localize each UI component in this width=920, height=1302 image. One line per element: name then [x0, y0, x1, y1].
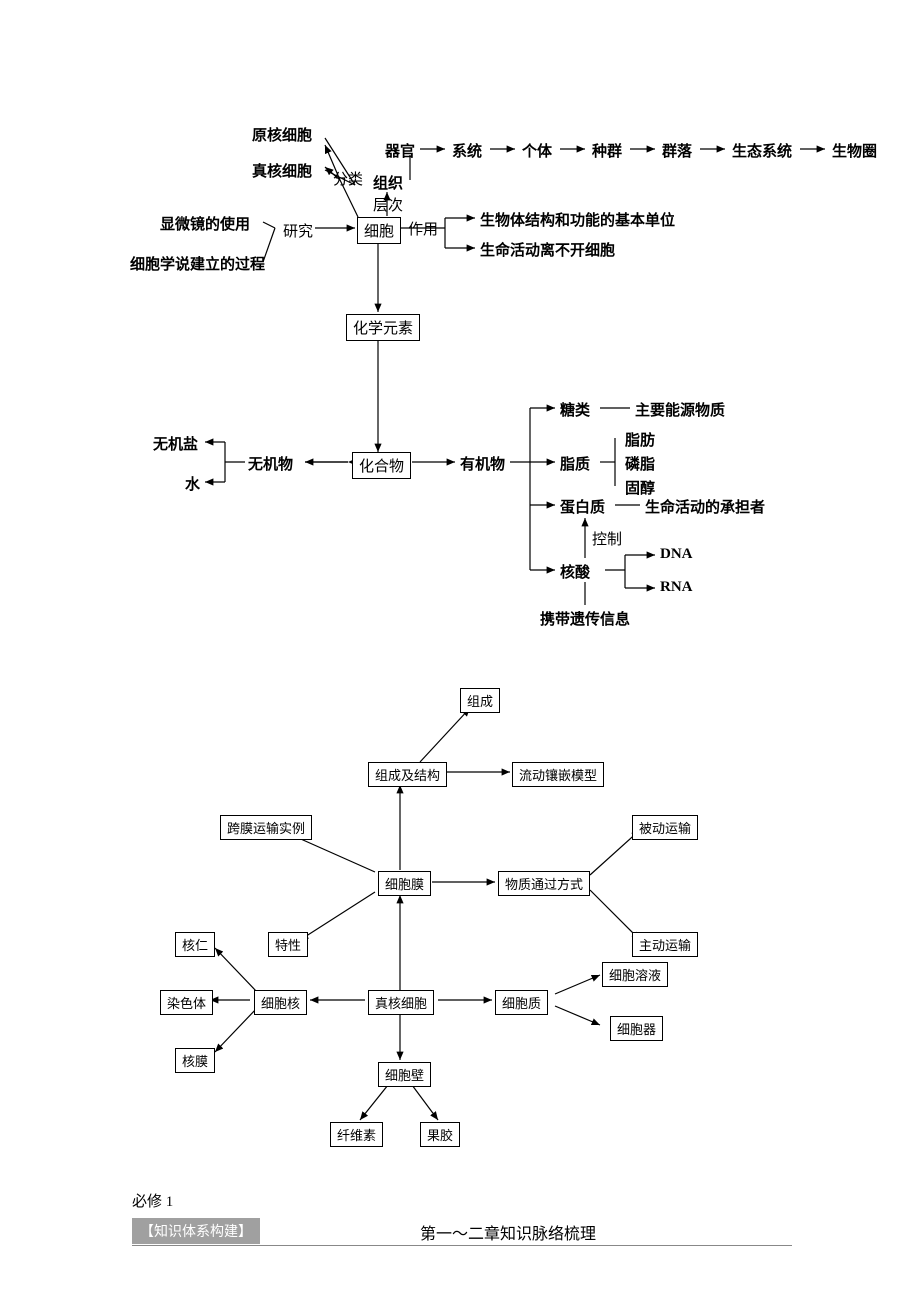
- node-sugar: 糖类: [560, 399, 590, 420]
- label-hierarchy: 层次: [373, 194, 403, 215]
- node-transmembrane: 跨膜运输实例: [220, 815, 312, 840]
- node-passive: 被动运输: [632, 815, 698, 840]
- node-eukaryotic-cell: 真核细胞: [368, 990, 434, 1015]
- node-life-bearer: 生命活动的承担者: [645, 496, 765, 517]
- node-fluid-mosaic: 流动镶嵌模型: [512, 762, 604, 787]
- connector-svg: [0, 0, 920, 1302]
- node-nucleic-acid: 核酸: [560, 561, 590, 582]
- node-population: 种群: [592, 140, 622, 161]
- node-individual: 个体: [522, 140, 552, 161]
- node-nucleus: 细胞核: [254, 990, 307, 1015]
- node-rna: RNA: [660, 579, 693, 596]
- node-cell-wall: 细胞壁: [378, 1062, 431, 1087]
- node-sterol: 固醇: [625, 477, 655, 498]
- node-prokaryotic: 原核细胞: [252, 124, 312, 145]
- label-function: 作用: [408, 218, 438, 239]
- node-nuclear-membrane: 核膜: [175, 1048, 215, 1073]
- node-ecosystem: 生态系统: [732, 140, 792, 161]
- node-eukaryotic: 真核细胞: [252, 160, 312, 181]
- node-water: 水: [185, 473, 200, 494]
- footer-badge: 【知识体系构建】: [132, 1218, 260, 1244]
- node-composition: 组成: [460, 688, 500, 713]
- node-protein: 蛋白质: [560, 496, 605, 517]
- node-phospholipid: 磷脂: [625, 453, 655, 474]
- node-chromosome: 染色体: [160, 990, 213, 1015]
- node-cytoplasm: 细胞质: [495, 990, 548, 1015]
- node-cytosol: 细胞溶液: [602, 962, 668, 987]
- label-control: 控制: [592, 528, 622, 549]
- node-comp-structure: 组成及结构: [368, 762, 447, 787]
- node-active: 主动运输: [632, 932, 698, 957]
- node-cell-theory: 细胞学说建立的过程: [130, 253, 265, 274]
- node-genetic-info: 携带遗传信息: [540, 608, 630, 629]
- node-organ: 器官: [385, 140, 415, 161]
- node-pectin: 果胶: [420, 1122, 460, 1147]
- node-inorganic: 无机物: [248, 453, 293, 474]
- node-energy-source: 主要能源物质: [635, 399, 725, 420]
- node-system: 系统: [452, 140, 482, 161]
- node-cell: 细胞: [357, 217, 401, 244]
- node-property: 特性: [268, 932, 308, 957]
- node-basic-unit: 生物体结构和功能的基本单位: [480, 209, 675, 230]
- node-inorganic-salt: 无机盐: [153, 433, 198, 454]
- node-microscope: 显微镜的使用: [160, 213, 250, 234]
- footer-module: 必修 1: [132, 1190, 173, 1211]
- node-chemical-element: 化学元素: [346, 314, 420, 341]
- node-compound: 化合物: [352, 452, 411, 479]
- node-cell-membrane: 细胞膜: [378, 871, 431, 896]
- node-nucleolus: 核仁: [175, 932, 215, 957]
- footer-divider: [132, 1245, 792, 1246]
- node-life-activity: 生命活动离不开细胞: [480, 239, 615, 260]
- node-dna: DNA: [660, 546, 693, 563]
- node-lipid: 脂质: [560, 453, 590, 474]
- footer-title: 第一～二章知识脉络梳理: [420, 1220, 596, 1244]
- node-cellulose: 纤维素: [330, 1122, 383, 1147]
- node-tissue: 组织: [373, 172, 403, 193]
- node-community: 群落: [662, 140, 692, 161]
- node-fat: 脂肪: [625, 429, 655, 450]
- label-research: 研究: [283, 220, 313, 241]
- node-organic: 有机物: [460, 453, 505, 474]
- label-classify: 分类: [333, 172, 349, 188]
- page: 原核细胞 真核细胞 显微镜的使用 细胞学说建立的过程 研究 细胞 分类 组织 层…: [0, 0, 920, 1302]
- node-biosphere: 生物圈: [832, 140, 877, 161]
- node-organelle: 细胞器: [610, 1016, 663, 1041]
- node-transport-mode: 物质通过方式: [498, 871, 590, 896]
